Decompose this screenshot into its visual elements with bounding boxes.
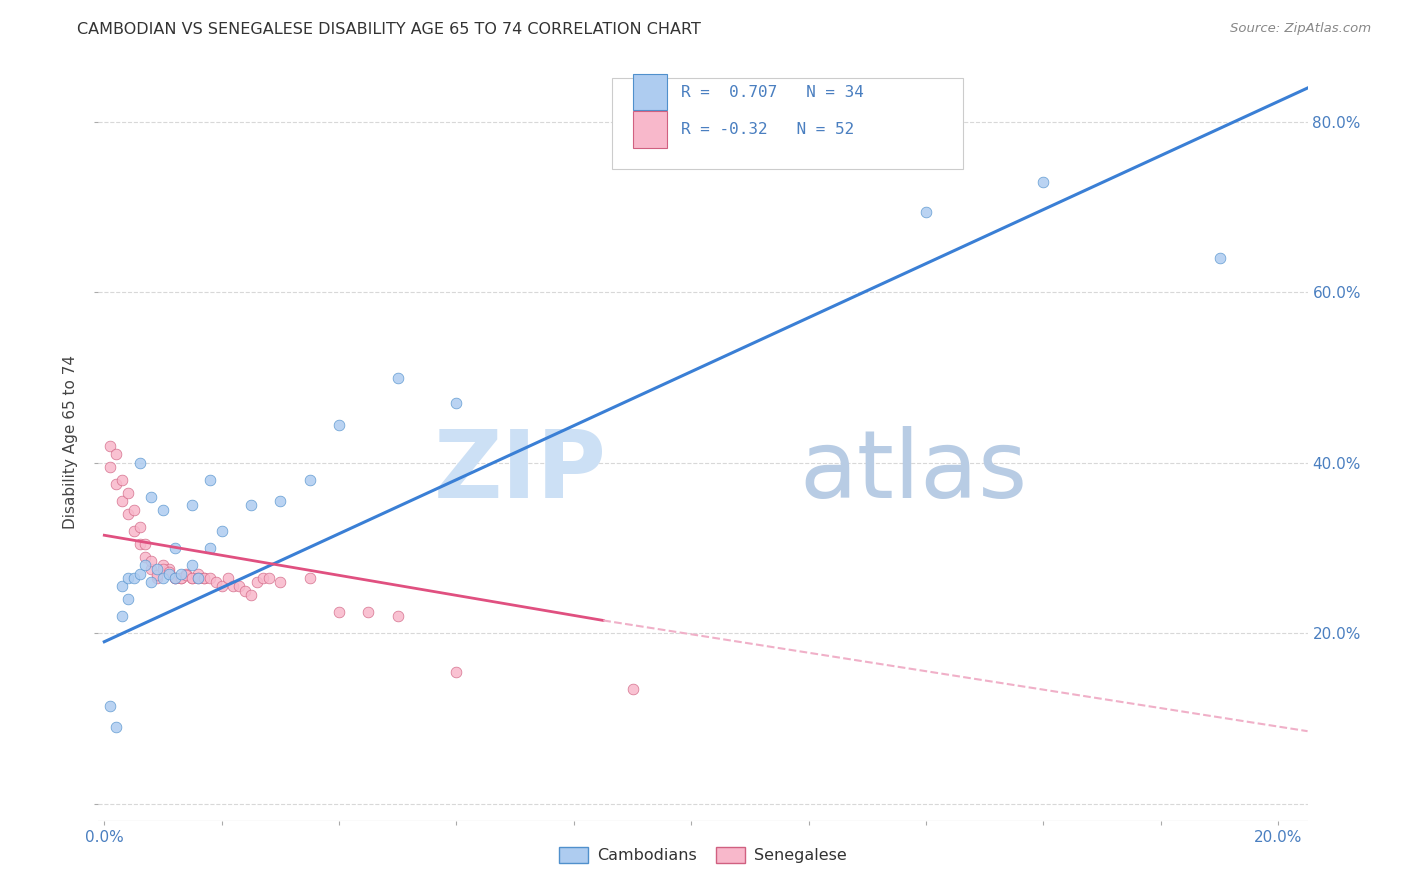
Point <box>157 566 180 581</box>
Point <box>211 524 233 538</box>
Point <box>181 499 204 513</box>
Point <box>141 554 163 568</box>
Point <box>298 571 321 585</box>
Point <box>122 571 145 585</box>
Point <box>621 681 644 696</box>
Point <box>157 565 180 579</box>
Point <box>222 579 245 593</box>
Point <box>117 571 139 585</box>
Point <box>152 571 174 585</box>
Point <box>198 541 221 555</box>
Point <box>193 571 215 585</box>
Point <box>204 575 226 590</box>
Point <box>134 537 156 551</box>
Point <box>228 579 250 593</box>
Point <box>105 447 128 461</box>
Point <box>111 579 134 593</box>
FancyBboxPatch shape <box>613 78 963 169</box>
Point <box>387 370 409 384</box>
Legend: Cambodians, Senegalese: Cambodians, Senegalese <box>553 840 853 870</box>
Point <box>198 473 221 487</box>
Point <box>146 571 169 585</box>
Point <box>217 571 239 585</box>
Point <box>128 537 150 551</box>
Point <box>128 456 150 470</box>
Text: R =  0.707   N = 34: R = 0.707 N = 34 <box>682 85 865 100</box>
Point <box>157 562 180 576</box>
Point <box>169 571 191 585</box>
Point <box>111 473 134 487</box>
Point <box>152 558 174 572</box>
Point <box>252 571 274 585</box>
Point <box>163 571 186 585</box>
Text: ZIP: ZIP <box>433 425 606 518</box>
Point <box>387 609 409 624</box>
Point <box>169 571 191 585</box>
FancyBboxPatch shape <box>633 112 666 148</box>
Point <box>169 566 191 581</box>
Point <box>176 566 198 581</box>
Point <box>328 417 350 432</box>
Point <box>298 473 321 487</box>
Point <box>187 571 209 585</box>
Point <box>211 579 233 593</box>
Point <box>187 571 209 585</box>
Point <box>117 592 139 607</box>
Point <box>915 204 938 219</box>
Point <box>269 494 291 508</box>
Point <box>446 396 468 410</box>
Point <box>117 485 139 500</box>
Point <box>176 568 198 582</box>
Point <box>240 588 263 602</box>
Point <box>181 571 204 585</box>
Point <box>357 605 380 619</box>
FancyBboxPatch shape <box>633 74 666 111</box>
Point <box>98 460 121 475</box>
Point <box>141 575 163 590</box>
Point <box>152 562 174 576</box>
Text: atlas: atlas <box>800 425 1028 518</box>
Point <box>134 558 156 572</box>
Point <box>328 605 350 619</box>
Point <box>181 571 204 585</box>
Point <box>181 558 204 572</box>
Point <box>246 575 269 590</box>
Point <box>141 490 163 504</box>
Point <box>1208 252 1230 266</box>
Point <box>198 571 221 585</box>
Point <box>187 566 209 581</box>
Point <box>163 541 186 555</box>
Point <box>111 494 134 508</box>
Point <box>193 571 215 585</box>
Point <box>105 720 128 734</box>
Point <box>105 477 128 491</box>
Point <box>141 562 163 576</box>
Point <box>152 502 174 516</box>
Point <box>134 549 156 564</box>
Point <box>122 524 145 538</box>
Text: R = -0.32   N = 52: R = -0.32 N = 52 <box>682 122 855 137</box>
Point <box>98 698 121 713</box>
Point <box>1032 175 1054 189</box>
Point <box>163 571 186 585</box>
Y-axis label: Disability Age 65 to 74: Disability Age 65 to 74 <box>63 354 79 529</box>
Point <box>146 568 169 582</box>
Point <box>117 507 139 521</box>
Point <box>128 520 150 534</box>
Point <box>122 502 145 516</box>
Point <box>98 439 121 453</box>
Point <box>257 571 280 585</box>
Point <box>163 571 186 585</box>
Point <box>233 583 256 598</box>
Point <box>446 665 468 679</box>
Point <box>146 562 169 576</box>
Point <box>111 609 134 624</box>
Point <box>269 575 291 590</box>
Point <box>240 499 263 513</box>
Text: CAMBODIAN VS SENEGALESE DISABILITY AGE 65 TO 74 CORRELATION CHART: CAMBODIAN VS SENEGALESE DISABILITY AGE 6… <box>77 22 702 37</box>
Text: Source: ZipAtlas.com: Source: ZipAtlas.com <box>1230 22 1371 36</box>
Point <box>128 566 150 581</box>
